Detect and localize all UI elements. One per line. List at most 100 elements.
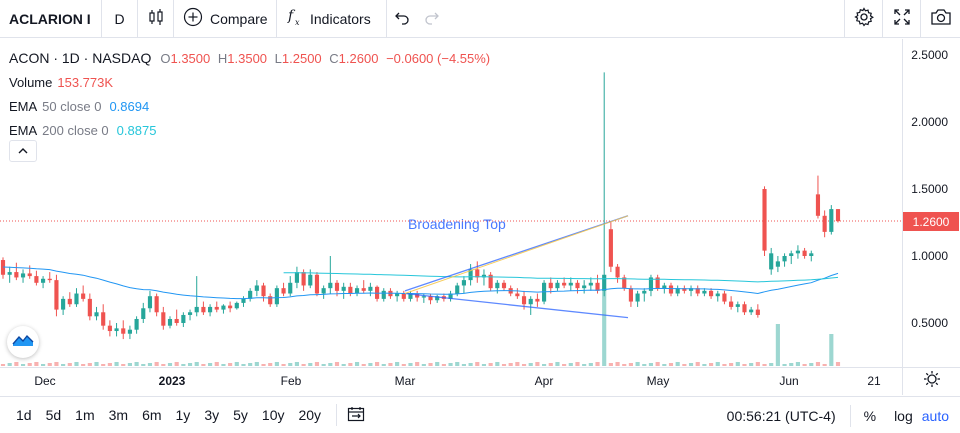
volume-bar — [775, 324, 780, 366]
legend-ema200-row[interactable]: EMA 200 close 0 0.8875 — [9, 118, 490, 142]
ema50-line — [2, 266, 839, 300]
volume-bar — [475, 362, 480, 366]
candle-body — [401, 293, 406, 299]
candle-body — [709, 290, 714, 297]
candle-body — [628, 288, 633, 302]
volume-bar — [254, 362, 259, 366]
range-5d-button[interactable]: 5d — [45, 407, 62, 423]
chart-type-button[interactable] — [138, 0, 174, 38]
goto-date-button[interactable] — [347, 406, 365, 425]
pattern-annotation[interactable]: Broadening Top — [408, 216, 506, 232]
percent-scale-toggle[interactable]: % — [863, 407, 877, 424]
log-scale-toggle[interactable]: log — [894, 407, 913, 424]
compare-button[interactable]: Compare — [174, 0, 277, 38]
undo-icon[interactable] — [394, 9, 410, 28]
legend-collapse-button[interactable] — [9, 140, 37, 162]
volume-bar — [167, 363, 173, 366]
range-1d-button[interactable]: 1d — [16, 407, 32, 423]
candle-body — [134, 318, 139, 330]
volume-bar — [341, 364, 346, 366]
volume-bar — [709, 363, 714, 366]
volume-bar — [602, 288, 607, 366]
range-1m-button[interactable]: 1m — [75, 407, 95, 423]
volume-bar — [294, 362, 299, 366]
candle-body — [495, 282, 500, 289]
candle-body — [81, 293, 86, 299]
settings-button[interactable] — [844, 0, 882, 38]
price-tick: 2.0000 — [911, 115, 948, 129]
open-value: 1.3500 — [170, 50, 211, 66]
candle-body — [742, 304, 747, 313]
candle-body — [521, 296, 527, 305]
price-tick: 1.0000 — [911, 249, 948, 263]
volume-bar — [742, 364, 747, 366]
chart-pane[interactable] — [0, 39, 960, 395]
volume-bar — [735, 362, 740, 366]
time-tick: Dec — [34, 374, 56, 388]
range-10y-button[interactable]: 10y — [261, 407, 285, 423]
legend-volume-row[interactable]: Volume 153.773K — [9, 70, 490, 94]
volume-bar — [755, 362, 760, 366]
candle-body — [7, 272, 12, 275]
candle-body — [61, 298, 66, 310]
volume-bar — [288, 363, 293, 366]
volume-bar — [782, 364, 787, 366]
volume-bar — [401, 364, 406, 366]
symbol-search-button[interactable]: ACLARION I — [0, 0, 102, 38]
fullscreen-button[interactable] — [882, 0, 920, 38]
interval-button[interactable]: D — [102, 0, 138, 38]
candle-body — [181, 314, 186, 323]
open-label: O — [160, 50, 171, 66]
range-20y-button[interactable]: 20y — [298, 407, 322, 423]
candle-body — [568, 282, 573, 286]
candle-body — [308, 274, 313, 286]
time-axis[interactable]: Dec 2023 Feb Mar Apr May Jun 21 — [0, 367, 902, 395]
svg-text:x: x — [295, 18, 300, 27]
candle-body — [201, 306, 206, 313]
low-value: 1.2500 — [281, 50, 322, 66]
candle-body — [749, 309, 754, 313]
range-6m-button[interactable]: 6m — [142, 407, 162, 423]
range-3y-button[interactable]: 3y — [204, 407, 220, 423]
candle-body — [321, 288, 326, 294]
low-label: L — [274, 50, 282, 66]
candle-body — [455, 285, 460, 294]
volume-bar — [555, 362, 560, 366]
time-tick: Jun — [779, 374, 799, 388]
chart-properties-button[interactable] — [902, 367, 960, 395]
candle-body — [822, 215, 827, 232]
range-1y-button[interactable]: 1y — [175, 407, 191, 423]
high-value: 1.3500 — [227, 50, 268, 66]
price-axis[interactable]: 2.5000 2.0000 1.5000 1.0000 0.5000 — [902, 39, 960, 367]
tradingview-logo[interactable] — [7, 326, 39, 358]
candle-body — [675, 288, 680, 294]
candle-body — [655, 277, 660, 289]
volume-bar — [481, 364, 487, 366]
candle-body — [214, 306, 219, 310]
volume-bar — [749, 363, 754, 366]
volume-bar — [535, 362, 540, 366]
volume-bar — [314, 362, 320, 366]
range-3m-button[interactable]: 3m — [108, 407, 129, 423]
candle-body — [668, 285, 674, 294]
volume-bar — [582, 364, 587, 366]
candle-body — [248, 290, 253, 299]
volume-bar — [495, 362, 500, 366]
volume-bar — [508, 363, 513, 366]
volume-bar — [134, 362, 139, 366]
snapshot-button[interactable] — [920, 0, 960, 38]
redo-icon[interactable] — [424, 9, 440, 28]
auto-scale-toggle[interactable]: auto — [921, 407, 949, 424]
legend-ema50-row[interactable]: EMA 50 close 0 0.8694 — [9, 94, 490, 118]
volume-bar — [61, 364, 66, 366]
legend-symbol-title[interactable]: ACON · 1D · NASDAQ — [9, 50, 152, 66]
candle-body — [395, 293, 400, 297]
volume-bar — [261, 364, 266, 366]
volume-bar — [187, 363, 193, 366]
candle-body — [769, 253, 774, 270]
candle-body — [294, 272, 299, 283]
clock-display[interactable]: 00:56:21 (UTC-4) — [726, 407, 836, 424]
candle-body — [334, 282, 340, 291]
range-5y-button[interactable]: 5y — [233, 407, 248, 423]
